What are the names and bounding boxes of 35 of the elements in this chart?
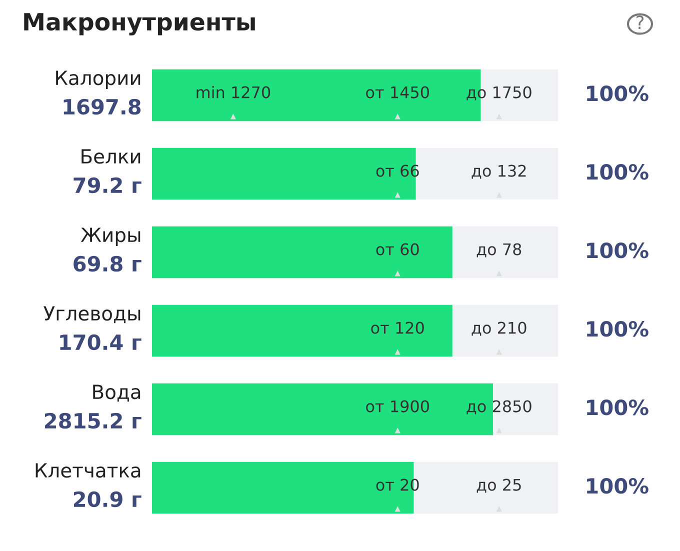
bar xyxy=(152,383,494,436)
annotation: от 1900 xyxy=(366,400,429,412)
bar xyxy=(152,226,452,278)
bar xyxy=(452,226,558,278)
chart-title: Макронутриенты xyxy=(24,13,255,36)
bar xyxy=(493,383,558,436)
y-tick-label: Жиры xyxy=(80,228,140,246)
annotation: min 1270 xyxy=(196,86,270,98)
annotation: до 132 xyxy=(472,164,526,179)
y-tick-label: Калории xyxy=(56,70,140,89)
y-tick-label: Клетчатка xyxy=(36,463,140,478)
annotation: до 25 xyxy=(476,478,521,493)
text: 100% xyxy=(587,478,648,494)
text: 100% xyxy=(587,86,648,102)
bar xyxy=(452,304,558,357)
annotation: до 210 xyxy=(472,322,526,336)
annotation: до 78 xyxy=(476,243,522,258)
text: 100% xyxy=(587,242,648,258)
text: 100% xyxy=(587,321,648,337)
y-tick-label: Белки xyxy=(82,149,140,164)
annotation: от 60 xyxy=(376,243,419,256)
text: 79.2 г xyxy=(74,177,142,194)
text: 100% xyxy=(587,400,648,416)
text: 1697.8 xyxy=(64,98,141,115)
text: 170.4 г xyxy=(60,334,142,350)
annotation: от 120 xyxy=(371,322,424,334)
text: 100% xyxy=(587,164,648,180)
text: 2815.2 г xyxy=(44,412,142,429)
annotation: от 1450 xyxy=(366,86,429,98)
text: 69.8 г xyxy=(74,256,142,272)
y-tick-label: Вода xyxy=(93,384,140,402)
y-tick-label: Углеводы xyxy=(44,306,140,324)
text: 20.9 г xyxy=(74,491,142,508)
text: ? xyxy=(636,16,644,29)
bar xyxy=(152,304,452,357)
